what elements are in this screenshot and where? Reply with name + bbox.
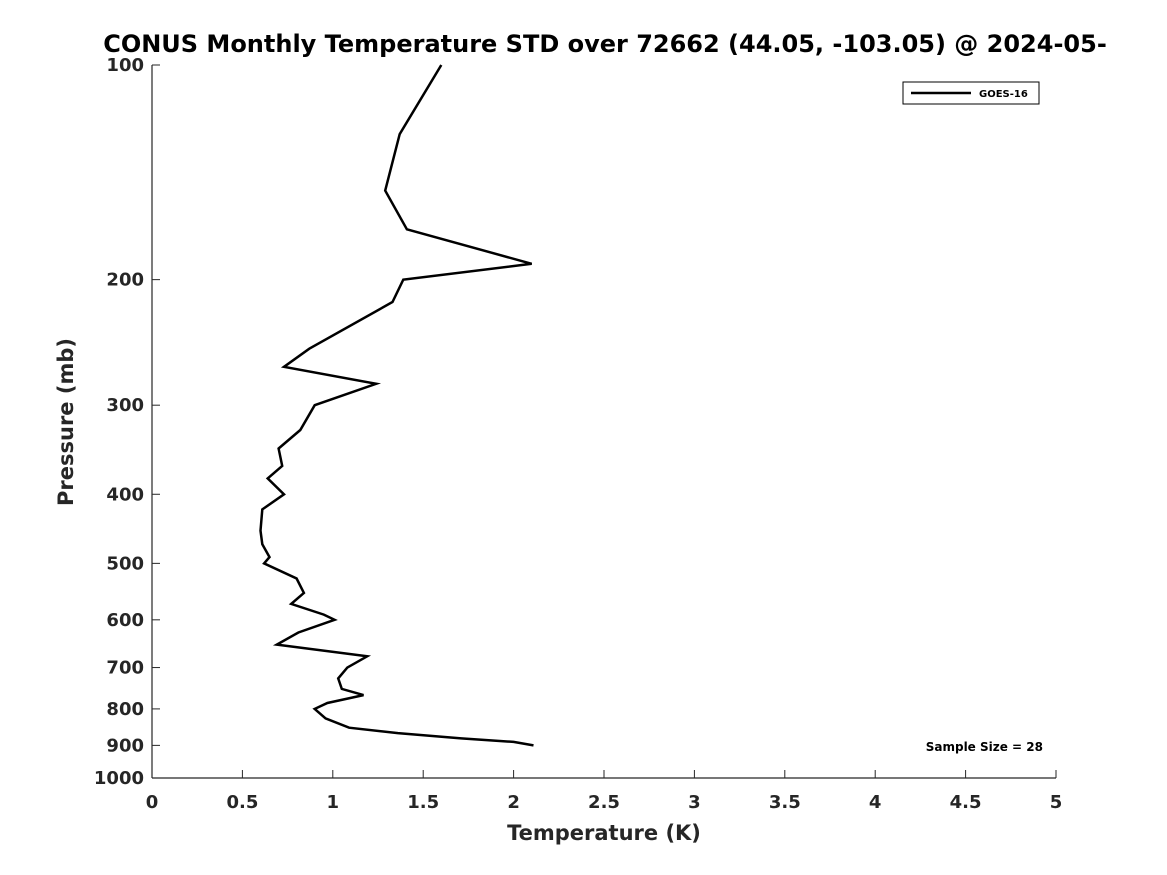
x-tick-label: 0 (146, 792, 159, 813)
x-tick-label: 1.5 (407, 792, 439, 813)
chart-title: CONUS Monthly Temperature STD over 72662… (103, 30, 1107, 58)
x-tick-label: 5 (1050, 792, 1063, 813)
series-line-goes16 (259, 64, 534, 747)
x-tick-label: 4 (869, 792, 882, 813)
x-tick-label: 2 (507, 792, 520, 813)
y-tick-label: 500 (106, 553, 144, 574)
x-tick-label: 0.5 (226, 792, 258, 813)
y-axis-label: Pressure (mb) (54, 338, 78, 506)
sample-size-annotation: Sample Size = 28 (926, 740, 1043, 754)
x-axis-label: Temperature (K) (507, 821, 701, 845)
x-tick-label: 2.5 (588, 792, 620, 813)
x-axis-ticks: 0 0.5 1 1.5 2 2.5 3 3.5 4 4.5 5 (146, 770, 1063, 813)
y-tick-label: 800 (106, 699, 144, 720)
y-tick-label: 100 (106, 55, 144, 76)
y-tick-label: 900 (106, 735, 144, 756)
y-axis-ticks: 100 200 300 400 500 600 700 800 900 1000 (94, 55, 160, 789)
x-tick-label: 3.5 (769, 792, 801, 813)
series-group (259, 64, 534, 747)
plot-area (152, 65, 1056, 778)
y-tick-label: 700 (106, 658, 144, 679)
legend: GOES-16 (902, 81, 1040, 105)
y-tick-label: 400 (106, 484, 144, 505)
y-tick-label: 300 (106, 395, 144, 416)
x-tick-label: 3 (688, 792, 701, 813)
y-tick-label: 600 (106, 610, 144, 631)
legend-label-goes16: GOES-16 (979, 89, 1028, 100)
y-tick-label: 200 (106, 270, 144, 291)
y-tick-label: 1000 (94, 768, 144, 789)
x-tick-label: 4.5 (950, 792, 982, 813)
x-tick-label: 1 (327, 792, 340, 813)
